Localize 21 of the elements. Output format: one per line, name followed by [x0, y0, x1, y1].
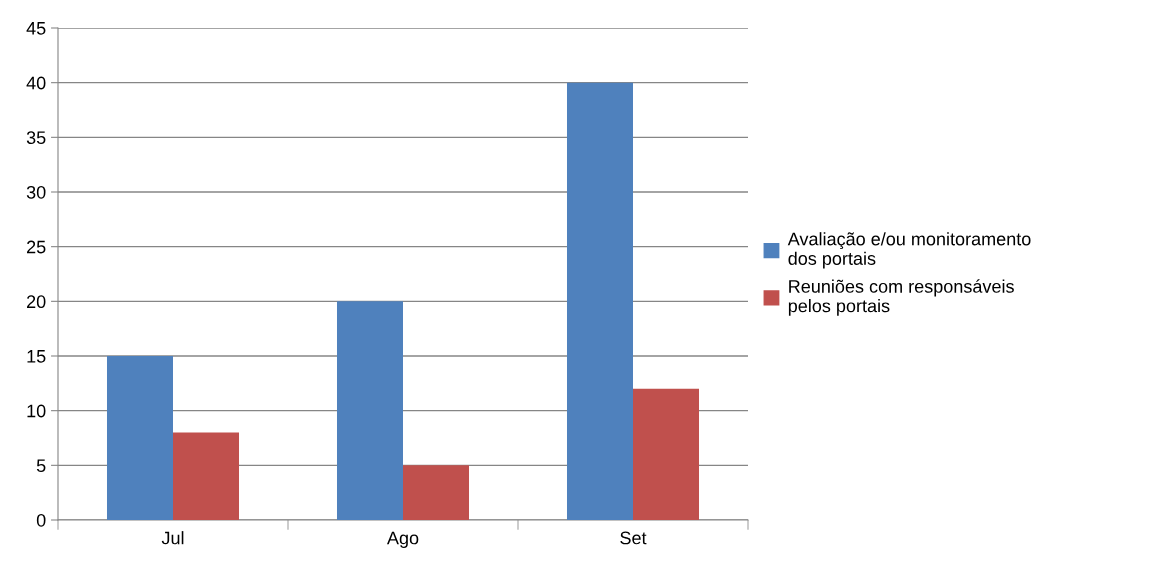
- bar: [633, 388, 700, 520]
- x-tick-label: Ago: [386, 531, 419, 548]
- y-tick-label: 35: [26, 131, 46, 145]
- bar: [106, 356, 173, 520]
- y-tick-label: 15: [27, 350, 46, 363]
- y-tick-label: 0: [36, 513, 46, 527]
- bar: [336, 301, 403, 520]
- y-tick-label: 30: [26, 185, 46, 199]
- y-tick-label: 25: [27, 240, 46, 254]
- legend-label: Avaliação e/ou monitoramento dos portais: [787, 232, 1031, 269]
- y-tick-label: 5: [36, 459, 46, 473]
- bar: [403, 465, 470, 520]
- y-tick-label: 40: [26, 76, 46, 90]
- bar: [566, 82, 633, 520]
- bar: [173, 432, 240, 520]
- y-tick-label: 45: [26, 22, 46, 35]
- x-tick-label: Jul: [161, 531, 184, 545]
- x-tick-label: Set: [620, 531, 647, 545]
- y-tick-label: 20: [27, 295, 46, 309]
- y-tick-label: 10: [27, 404, 46, 418]
- legend-label: Reuniões com responsáveis pelos portais: [788, 279, 1014, 316]
